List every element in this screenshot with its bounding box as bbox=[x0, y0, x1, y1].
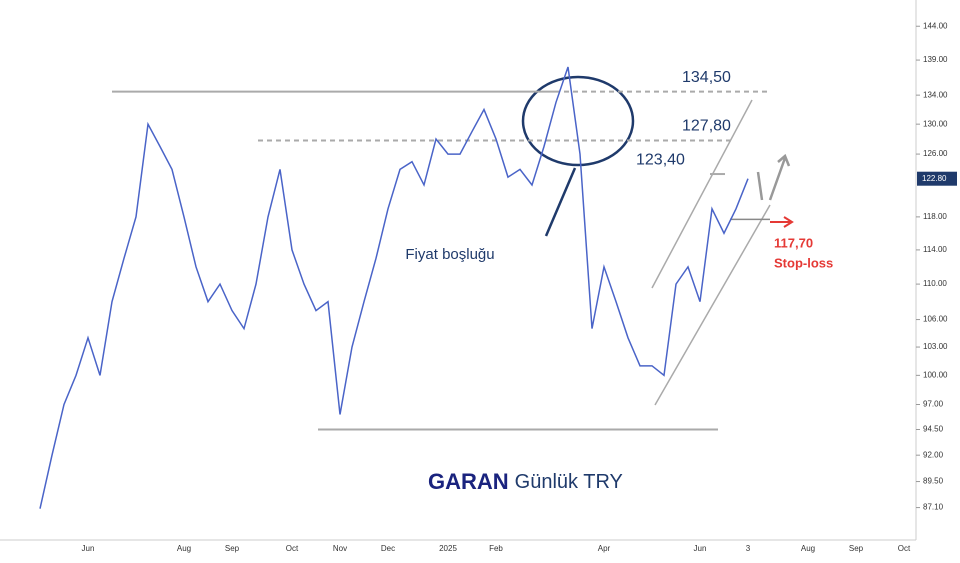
y-tick-label: 100.00 bbox=[923, 370, 948, 379]
y-tick-label: 110.00 bbox=[923, 279, 947, 288]
y-tick-label: 106.00 bbox=[923, 315, 948, 324]
title-group: GARAN Günlük TRY bbox=[428, 469, 623, 494]
y-tick-label: 92.00 bbox=[923, 450, 944, 459]
y-tick-label: 134.00 bbox=[923, 90, 948, 99]
y-tick-label: 87.10 bbox=[923, 503, 944, 512]
x-tick-label: Jun bbox=[694, 544, 707, 553]
y-tick-label: 114.00 bbox=[923, 245, 947, 254]
y-tick-label: 97.00 bbox=[923, 400, 944, 409]
x-tick-label: Apr bbox=[598, 544, 611, 553]
price-line bbox=[39, 66, 749, 509]
y-tick-label: 126.00 bbox=[923, 149, 948, 158]
channel-lower bbox=[654, 204, 771, 406]
level-label: 134,50 bbox=[682, 69, 731, 86]
annotation-pointer bbox=[544, 167, 577, 237]
stop-arrow bbox=[770, 216, 794, 228]
x-tick-label: Aug bbox=[177, 544, 191, 553]
x-tick-label: Oct bbox=[898, 544, 911, 553]
y-tick-label: 118.00 bbox=[923, 212, 947, 221]
y-tick-label: 94.50 bbox=[923, 425, 944, 434]
x-tick-label: 2025 bbox=[439, 544, 457, 553]
stop-loss-text: Stop-loss bbox=[774, 255, 833, 270]
gap-circle bbox=[521, 75, 635, 167]
y-tick-label: 139.00 bbox=[923, 55, 948, 64]
x-tick-label: Sep bbox=[849, 544, 864, 553]
level-label: 127,80 bbox=[682, 118, 731, 135]
x-tick-label: Aug bbox=[801, 544, 815, 553]
y-tick-label: 89.50 bbox=[923, 477, 944, 486]
x-tick-label: Feb bbox=[489, 544, 503, 553]
annotation: Fiyat boşluğu bbox=[405, 246, 494, 263]
x-tick-label: Nov bbox=[333, 544, 347, 553]
subtitle: Günlük TRY bbox=[515, 471, 623, 493]
last-price-label: 122.80 bbox=[922, 174, 947, 183]
title: GARAN bbox=[428, 469, 509, 494]
level-label: 123,40 bbox=[636, 151, 685, 168]
y-tick-label: 130.00 bbox=[923, 119, 948, 128]
channel-upper bbox=[651, 99, 753, 289]
x-tick-label: 3 bbox=[746, 544, 751, 553]
x-tick-label: Jun bbox=[82, 544, 95, 553]
y-tick-label: 144.00 bbox=[923, 21, 948, 30]
y-tick-label: 103.00 bbox=[923, 342, 948, 351]
x-tick-label: Oct bbox=[286, 544, 299, 553]
x-tick-label: Sep bbox=[225, 544, 240, 553]
last-price-tag bbox=[917, 171, 957, 186]
x-tick-label: Dec bbox=[381, 544, 395, 553]
up-arrow bbox=[756, 153, 791, 201]
stop-loss-value: 117,70 bbox=[774, 235, 813, 250]
